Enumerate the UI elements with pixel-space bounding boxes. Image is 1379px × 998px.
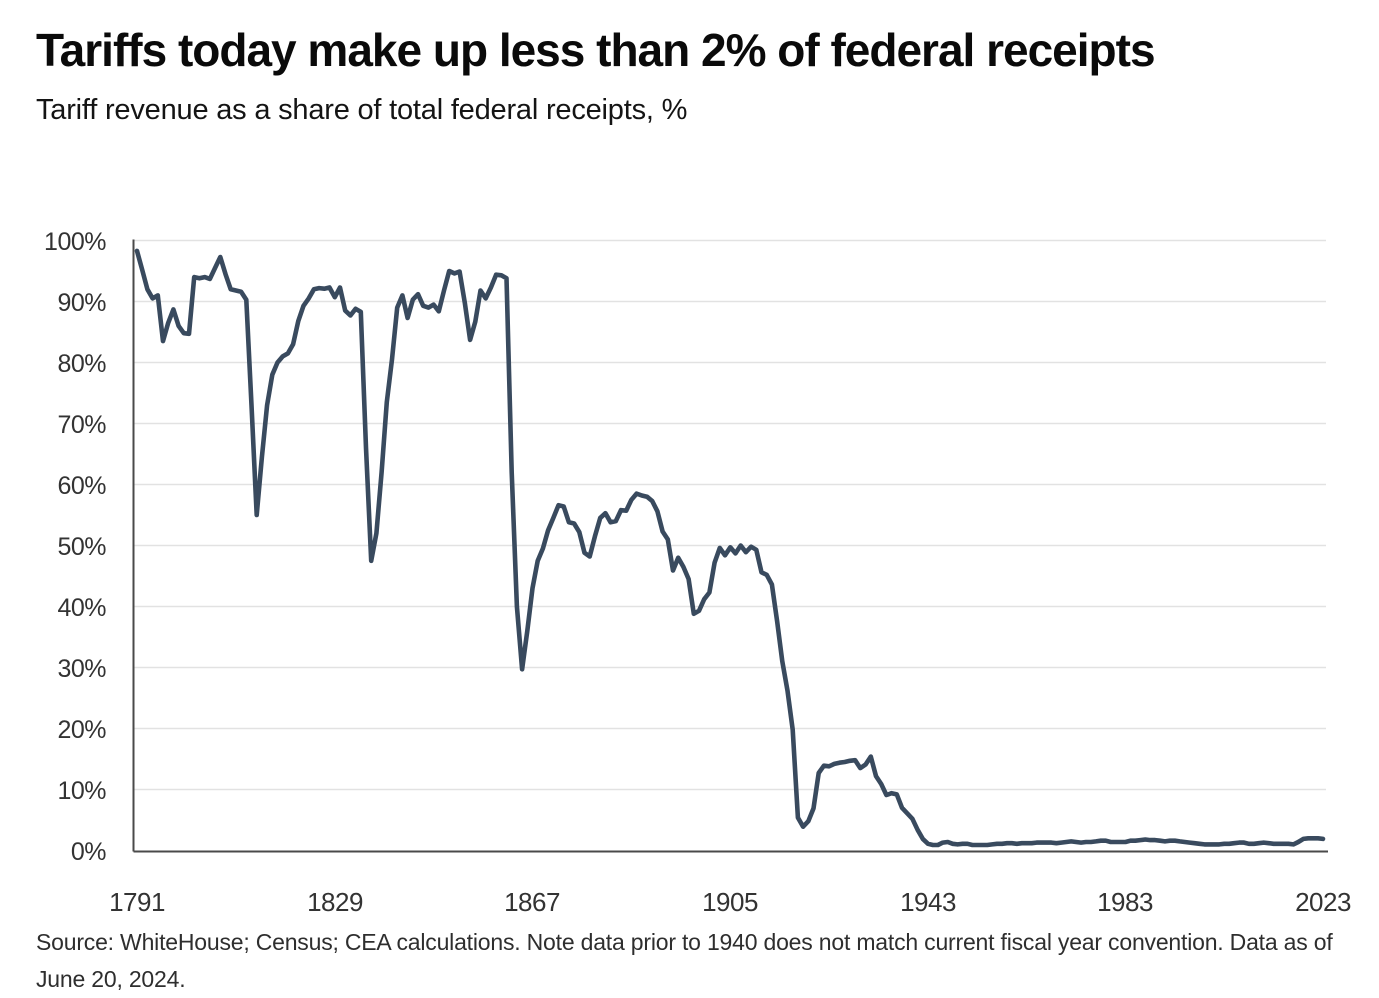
tariff-share-line [134,248,1326,848]
x-tick-label-1791: 1791 [109,887,165,917]
y-tick-label-10: 10% [57,777,106,805]
chart-header: Tariffs today make up less than 2% of fe… [36,20,1216,127]
x-tick-label-1867: 1867 [504,887,560,917]
x-axis-tick-labels: 1791 1829 1867 1905 1943 1983 2023 [109,887,1351,917]
chart-title: Tariffs today make up less than 2% of fe… [36,24,1156,76]
y-tick-label-20: 20% [57,716,106,744]
y-tick-label-60: 60% [57,472,106,500]
x-tick-label-1983: 1983 [1097,887,1153,917]
y-tick-label-100: 100% [44,228,106,256]
y-tick-label-90: 90% [57,289,106,317]
x-tick-label-2023: 2023 [1295,887,1351,917]
y-tick-label-40: 40% [57,594,106,622]
y-axis-tick-labels: 100% 90% 80% 70% 60% 50% 40% 30% 20% 10%… [44,228,107,866]
x-tick-label-1829: 1829 [307,887,363,917]
x-tick-label-1905: 1905 [702,887,758,917]
y-tick-label-80: 80% [57,350,106,378]
y-tick-label-0: 0% [71,838,106,866]
series-group [134,248,1326,848]
y-gridlines [133,239,1326,791]
source-note: Source: WhiteHouse; Census; CEA calculat… [36,929,1333,992]
y-tick-label-50: 50% [57,533,106,561]
chart-subtitle: Tariff revenue as a share of total feder… [36,94,688,126]
x-tick-label-1943: 1943 [900,887,956,917]
y-tick-label-70: 70% [57,411,106,439]
y-tick-label-30: 30% [57,655,106,683]
